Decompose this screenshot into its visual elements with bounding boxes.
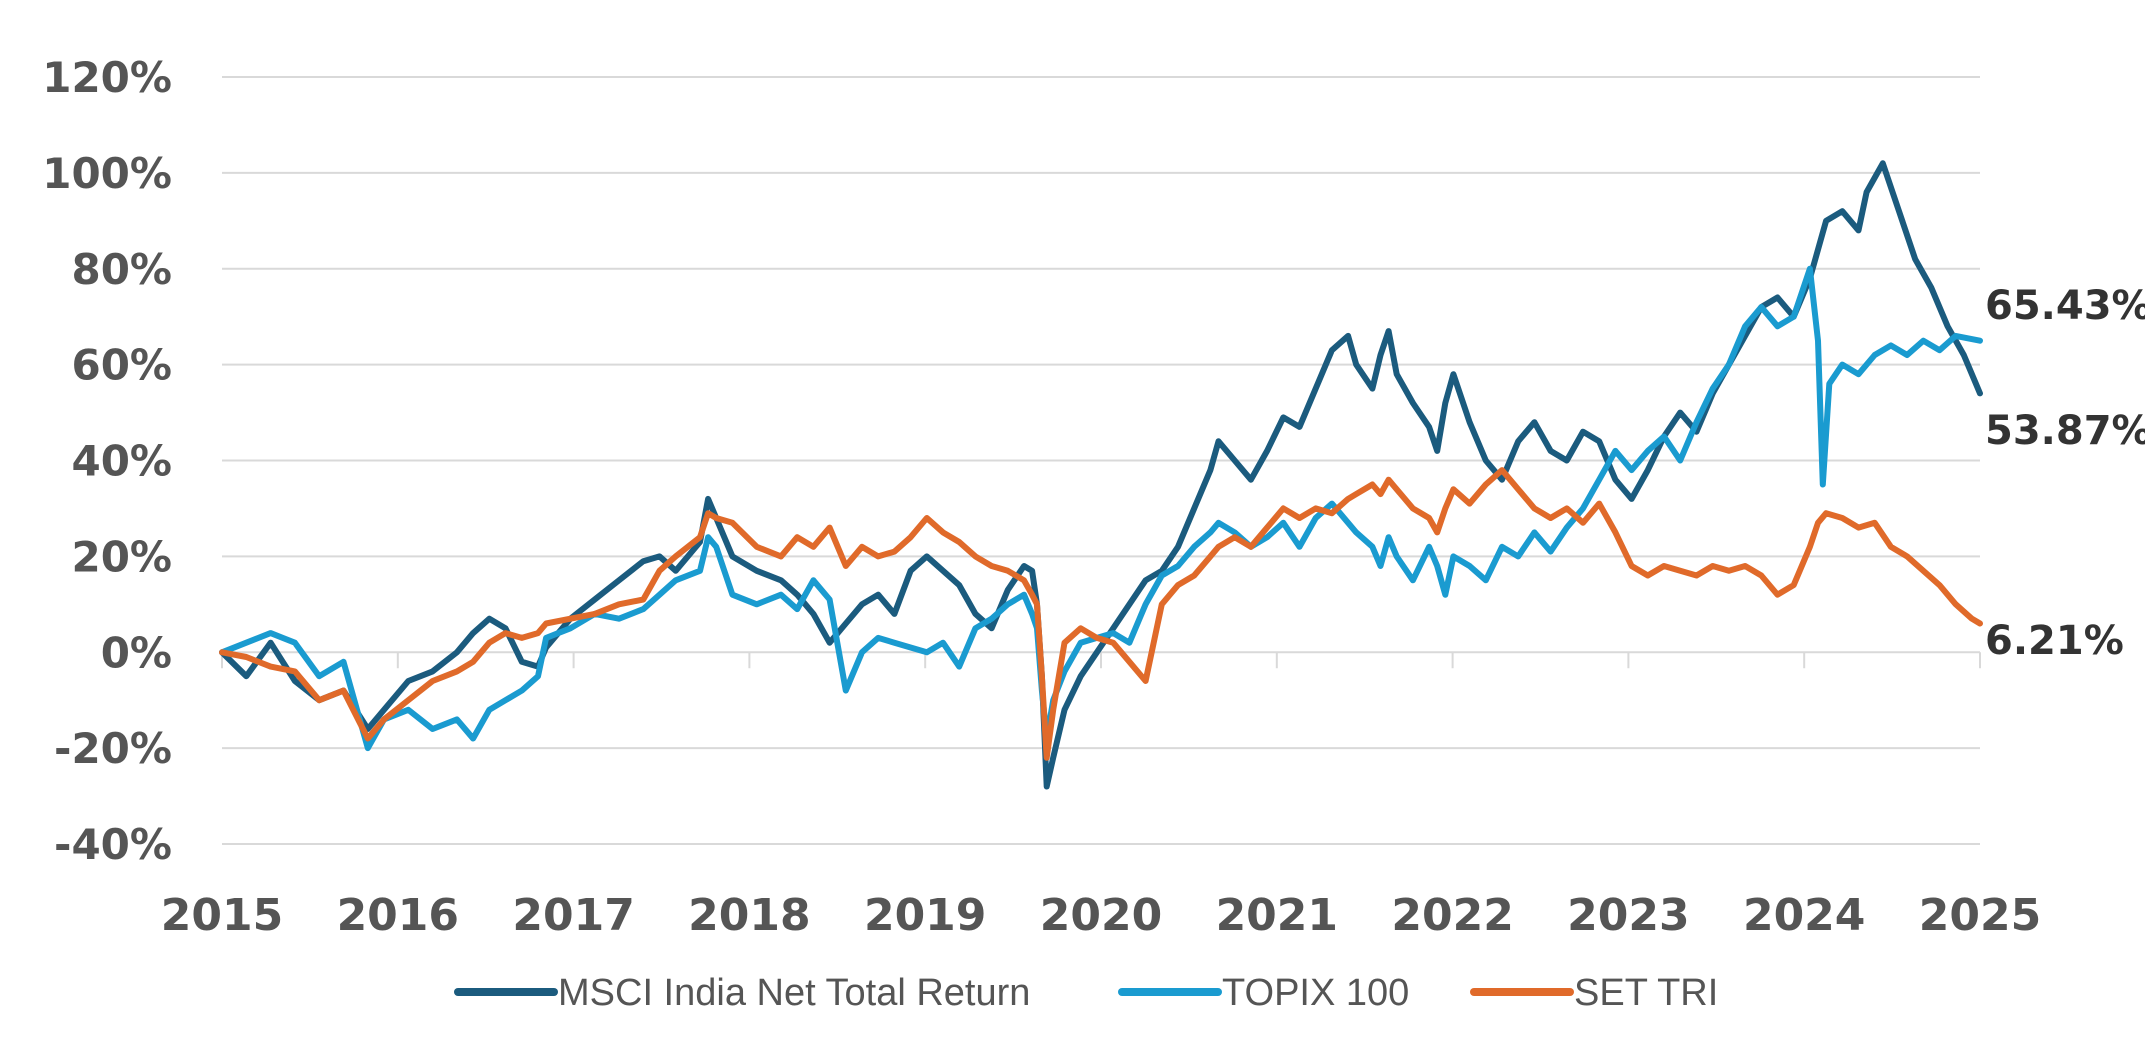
x-tick-label: 2019 [864,890,986,941]
series-layer [219,160,1983,790]
y-tick-label: 120% [42,53,172,102]
x-tick-label: 2024 [1743,890,1865,941]
end-label-topix-100: 65.43% [1985,283,2145,329]
x-tick-label: 2018 [688,890,810,941]
grid-layer [221,76,1981,845]
end-label-msci-india-net-total-return: 53.87% [1985,408,2145,454]
x-tick-label: 2015 [161,890,283,941]
legend: MSCI India Net Total Return TOPIX 100 SET … [454,972,1718,1014]
y-axis-tick-labels: 120% 100% 80% 60% 40% 20% 0% -20% -40% [42,53,172,869]
y-tick-label: 40% [71,437,172,486]
y-tick-label: 100% [42,149,172,198]
x-tick-label: 2025 [1919,890,2041,941]
series-line-set-tri [219,467,1983,761]
y-tick-label: -20% [54,724,172,773]
legend-label-msci-india-net-total-return: MSCI India Net Total Return [558,972,1030,1014]
y-tick-label: 0% [101,628,172,677]
y-tick-label: 80% [71,245,172,294]
x-tick-label: 2023 [1567,890,1689,941]
y-tick-label: -40% [54,820,172,869]
x-axis-tick-labels: 2015 2016 2017 2018 2019 2020 2021 2022 2023 2024… [161,890,2041,941]
end-labels: 65.43% 53.87% 6.21% [1985,283,2145,664]
y-tick-label: 20% [71,532,172,581]
y-tick-label: 60% [71,341,172,390]
series-line-msci-india-net-total-return [219,160,1983,790]
x-tick-label: 2021 [1216,890,1338,941]
end-label-set-tri: 6.21% [1985,618,2124,664]
x-tick-label: 2020 [1040,890,1162,941]
x-tick-label: 2017 [512,890,634,941]
x-tick-label: 2016 [337,890,459,941]
legend-label-topix-100: TOPIX 100 [1222,972,1409,1014]
x-tick-label: 2022 [1391,890,1513,941]
legend-label-set-tri: SET TRI [1574,972,1718,1014]
series-line-topix-100 [219,265,1983,752]
